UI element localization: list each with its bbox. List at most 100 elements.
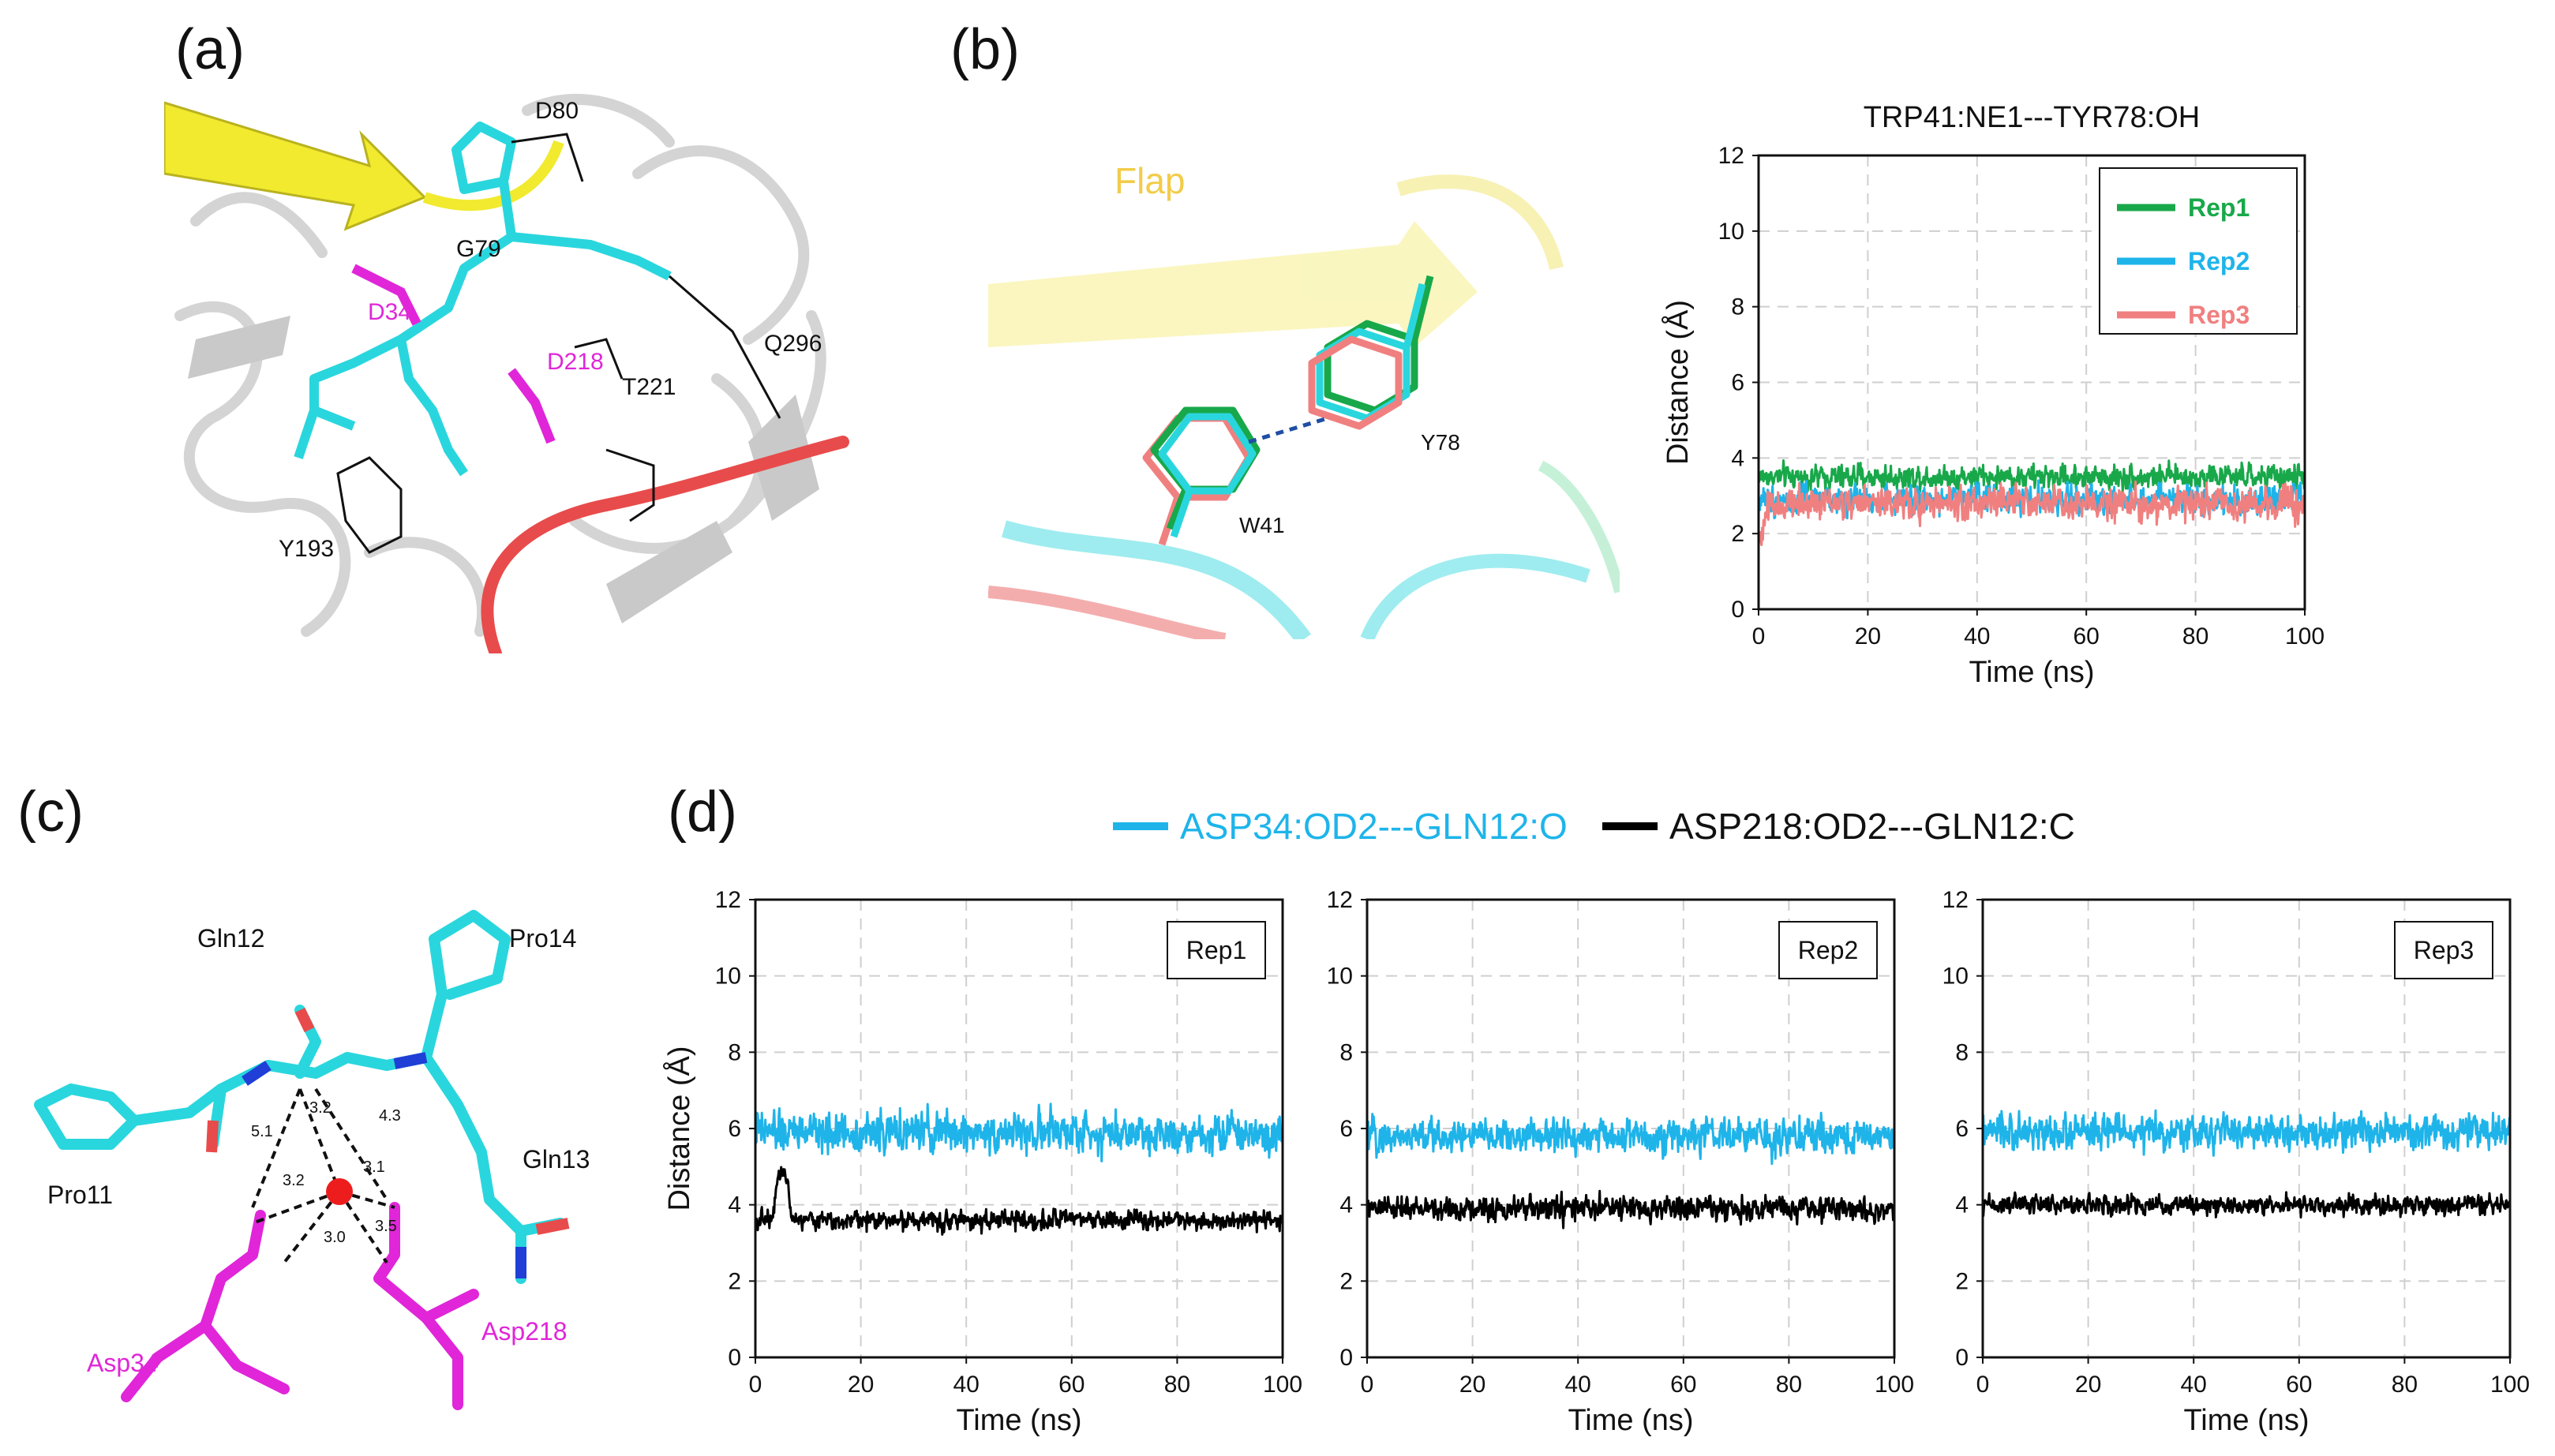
catalytic-residues <box>351 264 556 444</box>
lower-ribbons <box>988 460 1620 639</box>
legend-box <box>2099 167 2298 335</box>
x-tick-label: 0 <box>1752 623 1766 649</box>
chart-d3: 0 20 40 60 80 100 0 2 4 6 8 10 12 Time (ns) Rep3 <box>1942 887 2530 1437</box>
y-tick-label: 10 <box>1942 964 1969 990</box>
panel-c-label: (c) <box>17 780 84 844</box>
x-axis-label: Time (ns) <box>1969 656 2094 689</box>
dist-3.5: 3.5 <box>375 1218 397 1235</box>
distance-lines <box>251 1087 395 1264</box>
y-tick-label: 10 <box>1718 219 1744 245</box>
series-line-asp218-od2-gln12-c <box>754 1166 1284 1236</box>
series-line-asp218-od2-gln12-c <box>1366 1189 1896 1230</box>
series-line-rep1 <box>1757 459 2306 493</box>
w41-y78-sticks <box>1142 275 1434 546</box>
res-gln13: Gln13 <box>523 1145 590 1173</box>
res-pro14: Pro14 <box>509 924 576 953</box>
res-d80: D80 <box>535 98 579 124</box>
dist-4.3: 4.3 <box>379 1107 401 1125</box>
y-tick-label: 4 <box>1955 1192 1969 1218</box>
x-tick-label: 60 <box>1058 1372 1085 1398</box>
annotation-label: Rep2 <box>1798 936 1859 964</box>
x-tick-label: 40 <box>2181 1372 2207 1398</box>
x-tick-label: 60 <box>2286 1372 2312 1398</box>
x-tick-label: 100 <box>1263 1372 1302 1398</box>
dist-3.1: 3.1 <box>363 1158 385 1176</box>
y-tick-label: 8 <box>1339 1039 1353 1065</box>
x-tick-label: 0 <box>1361 1372 1374 1398</box>
x-tick-label: 100 <box>2490 1372 2530 1398</box>
res-q296: Q296 <box>764 331 822 357</box>
y-tick-label: 2 <box>1731 521 1744 547</box>
y-tick-label: 0 <box>728 1345 741 1371</box>
water-oxygen <box>326 1178 353 1205</box>
panel-b-label: (b) <box>950 18 1020 81</box>
x-tick-label: 40 <box>1565 1372 1591 1398</box>
ligand-sticks <box>294 122 672 477</box>
res-gln12: Gln12 <box>197 924 264 953</box>
x-tick-label: 20 <box>1855 623 1881 649</box>
res-w41: W41 <box>1239 513 1285 537</box>
x-tick-label: 60 <box>1670 1372 1696 1398</box>
res-y193: Y193 <box>279 536 334 562</box>
chart-d1: 0 20 40 60 80 100 0 2 4 6 8 10 12 Time (ns) Distance (… <box>661 887 1302 1437</box>
y-tick-label: 6 <box>1955 1116 1969 1142</box>
x-tick-label: 20 <box>848 1372 874 1398</box>
residue-lines <box>336 133 781 554</box>
x-tick-label: 0 <box>749 1372 762 1398</box>
panel-b-structure: Flap Y78 W41 <box>988 87 1620 639</box>
asp-sticks <box>121 1202 479 1410</box>
legend-d: ASP34:OD2---GLN12:O ASP218:OD2---GLN12:C <box>1113 806 2075 847</box>
flap-strand <box>164 101 564 231</box>
series-line-asp34-od2-gln12-o <box>754 1102 1283 1162</box>
nitrogen-atoms <box>242 1052 526 1278</box>
legend-label: Rep3 <box>2188 301 2250 329</box>
res-d34: D34 <box>368 299 411 325</box>
x-tick-label: 20 <box>1459 1372 1485 1398</box>
chart-d2: 0 20 40 60 80 100 0 2 4 6 8 10 12 Time (ns) Rep2 <box>1327 887 1914 1437</box>
legend-label-1: ASP34:OD2---GLN12:O <box>1180 806 1568 847</box>
y-tick-label: 4 <box>728 1192 741 1218</box>
panel-a-label: (a) <box>175 18 245 81</box>
x-tick-label: 80 <box>1164 1372 1190 1398</box>
x-tick-label: 0 <box>1976 1372 1990 1398</box>
y-tick-label: 10 <box>715 964 741 990</box>
x-axis-label: Time (ns) <box>956 1404 1081 1437</box>
dist-3.2a: 3.2 <box>309 1099 332 1117</box>
x-tick-label: 40 <box>1964 623 1990 649</box>
res-y78: Y78 <box>1421 430 1460 455</box>
series-line-asp34-od2-gln12-o <box>1981 1109 2512 1157</box>
y-tick-label: 8 <box>1731 294 1744 320</box>
y-tick-label: 8 <box>1955 1039 1969 1065</box>
x-axis-label: Time (ns) <box>1568 1404 1693 1437</box>
x-tick-label: 80 <box>2182 623 2208 649</box>
legend-label: Rep1 <box>2188 193 2250 222</box>
x-tick-label: 20 <box>2075 1372 2101 1398</box>
res-g79: G79 <box>456 236 501 262</box>
y-tick-label: 0 <box>1955 1345 1969 1371</box>
y-tick-label: 4 <box>1731 445 1744 471</box>
series-line-asp34-od2-gln12-o <box>1366 1111 1896 1166</box>
y-tick-label: 2 <box>1339 1268 1353 1294</box>
oxygen-atoms <box>206 1007 570 1235</box>
series-line-rep3 <box>1758 480 2306 547</box>
annotation-label: Rep3 <box>2414 936 2474 964</box>
y-tick-label: 10 <box>1327 964 1353 990</box>
y-tick-label: 6 <box>1731 370 1744 396</box>
res-d218: D218 <box>547 349 604 375</box>
panel-d-label: (d) <box>668 780 737 844</box>
y-tick-label: 4 <box>1339 1192 1353 1218</box>
flap-ribbon <box>988 174 1564 347</box>
dist-5.1: 5.1 <box>251 1123 273 1140</box>
red-loop <box>481 436 849 653</box>
panel-c-structure: Gln12 Pro14 Gln13 Pro11 Asp34 Asp218 5.1… <box>16 852 616 1436</box>
legend-label-2: ASP218:OD2---GLN12:C <box>1669 806 2075 847</box>
y-tick-label: 0 <box>1731 597 1744 623</box>
legend-label: Rep2 <box>2188 247 2250 275</box>
x-tick-label: 40 <box>953 1372 980 1398</box>
x-axis-label: Time (ns) <box>2183 1404 2309 1437</box>
y-axis-label: Distance (Å) <box>1660 300 1695 465</box>
y-tick-label: 12 <box>1327 887 1353 913</box>
chart-title: TRP41:NE1---TYR78:OH <box>1864 101 2201 134</box>
annotation-label: Rep1 <box>1186 936 1247 964</box>
series-line-asp218-od2-gln12-c <box>1981 1191 2511 1219</box>
